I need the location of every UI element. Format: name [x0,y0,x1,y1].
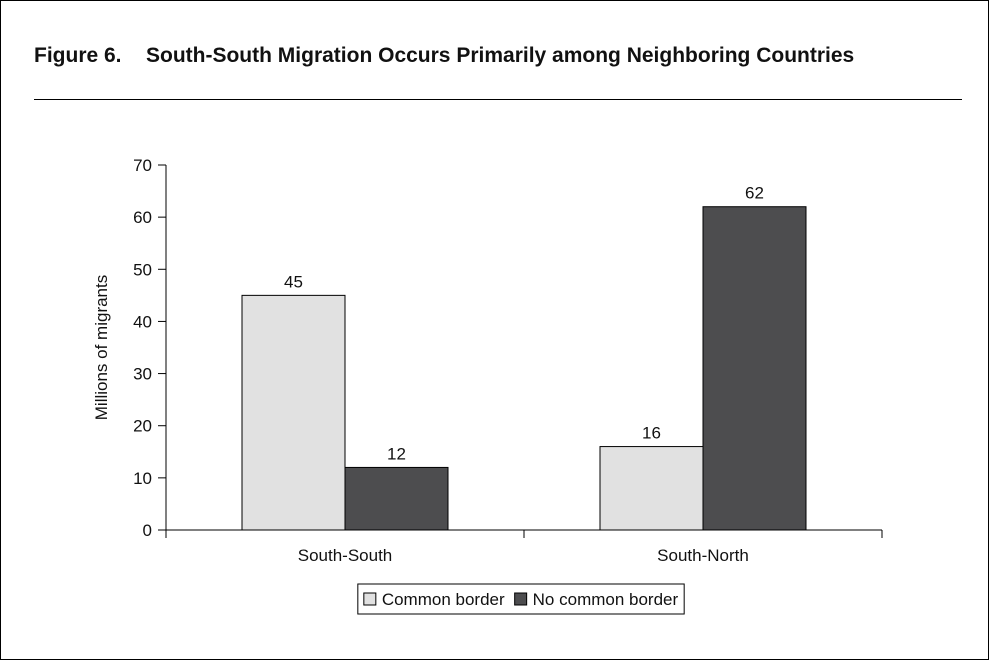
figure-title-text: South-South Migration Occurs Primarily a… [146,44,855,67]
bar-common-border [241,294,346,531]
data-label: 16 [642,424,661,443]
y-tick-label: 30 [133,365,152,384]
y-tick-label: 10 [133,469,152,488]
data-label: 62 [745,184,764,203]
bar-no-common-border [702,206,807,531]
y-axis-label: Millions of migrants [92,275,111,421]
legend-label: Common border [382,590,505,609]
y-tick-label: 40 [133,312,152,331]
y-tick-label: 60 [133,208,152,227]
y-tick-label: 0 [143,521,152,540]
y-tick-label: 20 [133,417,152,436]
legend-swatch-common-border [363,592,377,606]
bar-no-common-border [344,466,449,531]
x-tick-label: South-South [298,546,393,565]
x-tick-label: South-North [657,546,749,565]
legend-swatch-no-common-border [514,592,528,606]
data-label: 45 [284,272,303,291]
figure-number: Figure 6. [34,44,122,67]
data-label: 12 [387,444,406,463]
legend-label: No common border [533,590,679,609]
title-rule [34,99,962,100]
bar-chart: 0 10 20 30 40 50 60 70 Millions of migrants 45 12 S… [92,156,883,615]
y-tick-label: 70 [133,156,152,175]
y-tick-label: 50 [133,260,152,279]
bar-common-border [599,446,704,531]
